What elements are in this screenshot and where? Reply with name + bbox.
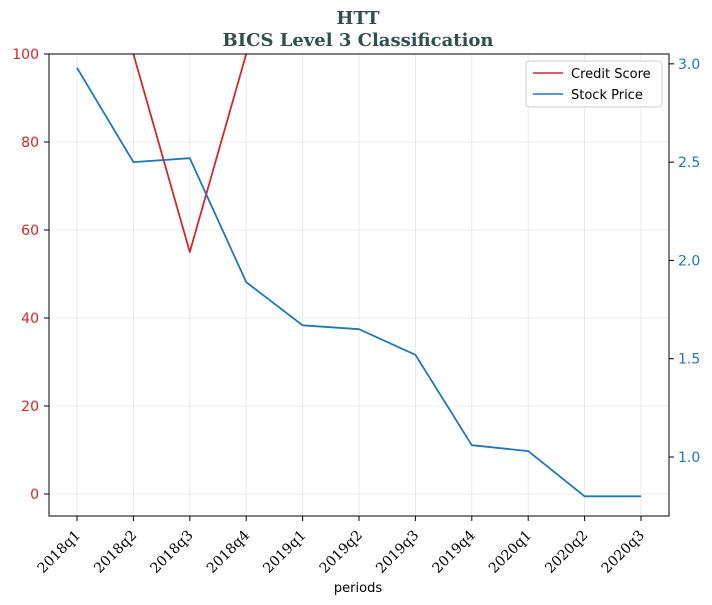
right-tick-label-4: 3.0 (678, 57, 700, 73)
right-y-axis: 1.0 1.5 2.0 2.5 3.0 (669, 57, 700, 466)
left-tick-label-0: 0 (30, 487, 39, 503)
x-tick-label-2019q3: 2019q3 (373, 528, 422, 577)
chart-title-line1: HTT (336, 8, 380, 29)
right-tick-label-3: 2.5 (678, 155, 700, 171)
right-tick-label-1: 1.5 (678, 352, 700, 368)
x-tick-label-2018q4: 2018q4 (204, 527, 253, 576)
legend: Credit Score Stock Price (525, 60, 663, 108)
x-axis-label: periods (334, 581, 382, 596)
x-tick-label-2018q3: 2018q3 (147, 528, 196, 577)
data-point-stock-price-2020q3 (640, 495, 642, 497)
left-y-axis: 0 20 40 60 80 100 (12, 47, 49, 503)
x-axis: 2018q1 2018q2 2018q3 2018q4 2019q1 2019q2 2019… (35, 516, 648, 577)
legend-label-credit-score: Credit Score (571, 67, 651, 82)
right-tick-label-0: 1.0 (678, 450, 700, 466)
x-tick-label-2020q2: 2020q2 (542, 528, 591, 577)
left-tick-label-80: 80 (21, 135, 39, 151)
series-line-credit-score (132, 54, 248, 253)
data-point-stock-price-2018q3 (189, 157, 191, 159)
left-tick-label-20: 20 (21, 399, 39, 415)
data-point-stock-price-2020q1 (527, 450, 529, 452)
grid-lines (49, 53, 669, 516)
x-tick-label-2019q4: 2019q4 (429, 527, 478, 576)
data-point-stock-price-2018q2 (132, 161, 134, 163)
right-tick-label-2: 2.0 (678, 253, 700, 269)
data-point-stock-price-2019q3 (414, 354, 416, 356)
data-point-stock-price-2018q4 (245, 281, 247, 283)
data-point-stock-price-2019q4 (471, 444, 473, 446)
data-point-stock-price-2019q1 (302, 324, 304, 326)
x-tick-label-2018q1: 2018q1 (35, 528, 84, 577)
series-line-stock-price (76, 67, 641, 498)
x-tick-label-2020q3: 2020q3 (599, 528, 648, 577)
legend-label-stock-price: Stock Price (571, 88, 643, 103)
x-tick-label-2019q2: 2019q2 (317, 528, 366, 577)
data-point-stock-price-2019q2 (358, 328, 360, 330)
data-point-stock-price-2020q2 (584, 495, 586, 497)
data-point-credit-score-2018q3 (189, 251, 191, 253)
chart-title-line2: BICS Level 3 Classification (222, 30, 493, 51)
left-tick-label-100: 100 (12, 47, 39, 63)
left-tick-label-40: 40 (21, 311, 39, 327)
x-tick-label-2018q2: 2018q2 (91, 528, 140, 577)
data-point-stock-price-2018q1 (76, 67, 78, 69)
x-tick-label-2019q1: 2019q1 (260, 528, 309, 577)
series-layer (76, 54, 642, 498)
x-tick-label-2020q1: 2020q1 (486, 528, 535, 577)
left-tick-label-60: 60 (21, 223, 39, 239)
